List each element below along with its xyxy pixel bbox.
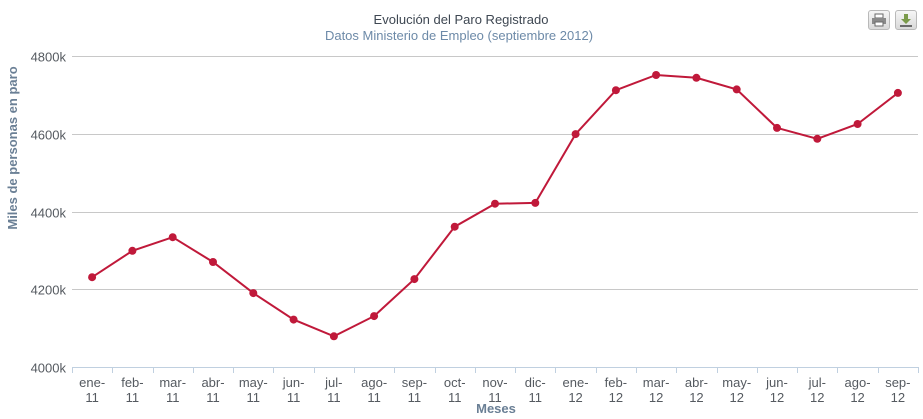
x-tick-label: oct-11 [444,375,466,405]
data-point [249,289,258,298]
y-tick-label: 4600k [31,128,67,143]
y-tick-label: 4000k [31,361,67,376]
x-tick-label: jun-12 [765,375,788,405]
data-point [571,130,580,139]
data-point [128,246,137,255]
y-tick-label: 4400k [31,206,67,221]
x-tick-label: nov-11 [482,375,507,405]
x-tick-label: ago-12 [845,375,871,405]
data-point [853,120,862,128]
x-tick-label: dic-11 [525,375,546,405]
x-tick-label: jul-11 [324,375,342,405]
x-tick-label: ene-11 [79,375,105,405]
x-axis-ticks: ene-11 feb-11 mar-11 abr-11 may-11 jun-11 jul-… [72,367,919,405]
x-tick-label: ago-11 [361,375,387,405]
chart-title: Evolución del Paro Registrado [374,12,549,27]
x-tick-label: feb-11 [121,375,143,405]
y-axis-title: Miles de personas en paro [5,66,20,229]
data-point [88,273,97,282]
y-tick-label: 4800k [31,50,67,65]
gridlines [72,56,918,290]
x-tick-label: jul-12 [808,375,826,405]
data-point [209,258,217,266]
x-axis-title: Meses [476,401,516,416]
data-point [813,134,822,143]
x-tick-label: feb-12 [605,375,627,405]
data-point [410,275,419,284]
data-point [611,86,620,95]
export-button[interactable] [895,10,917,30]
x-tick-label: abr-11 [201,375,224,405]
data-point [692,73,701,82]
x-tick-label: sep-11 [402,375,427,405]
data-point [773,123,781,132]
x-tick-label: mar-11 [159,375,186,405]
data-point [289,315,298,324]
data-point [652,71,661,79]
x-tick-label: mar-12 [643,375,670,405]
data-point [329,332,338,341]
download-icon [900,14,912,27]
x-tick-label: abr-12 [685,375,708,405]
x-tick-label: jun-11 [282,375,305,405]
printer-icon [872,13,886,27]
x-tick-label: ene-12 [563,375,589,405]
chart-subtitle: Datos Ministerio de Empleo (septiembre 2… [325,28,593,43]
x-tick-label: may-11 [239,375,268,405]
y-tick-label: 4200k [31,283,67,298]
data-point [491,199,499,208]
data-point [893,88,902,97]
y-axis-ticks: 4000k 4200k 4400k 4600k 4800k [31,50,67,376]
data-point [732,85,741,94]
data-points [88,71,902,341]
print-button[interactable] [868,10,890,30]
data-point [168,233,177,242]
data-point [370,312,379,321]
x-tick-label: may-12 [722,375,751,405]
data-point [450,222,459,231]
data-point [531,198,540,207]
x-tick-label: sep-12 [885,375,910,405]
